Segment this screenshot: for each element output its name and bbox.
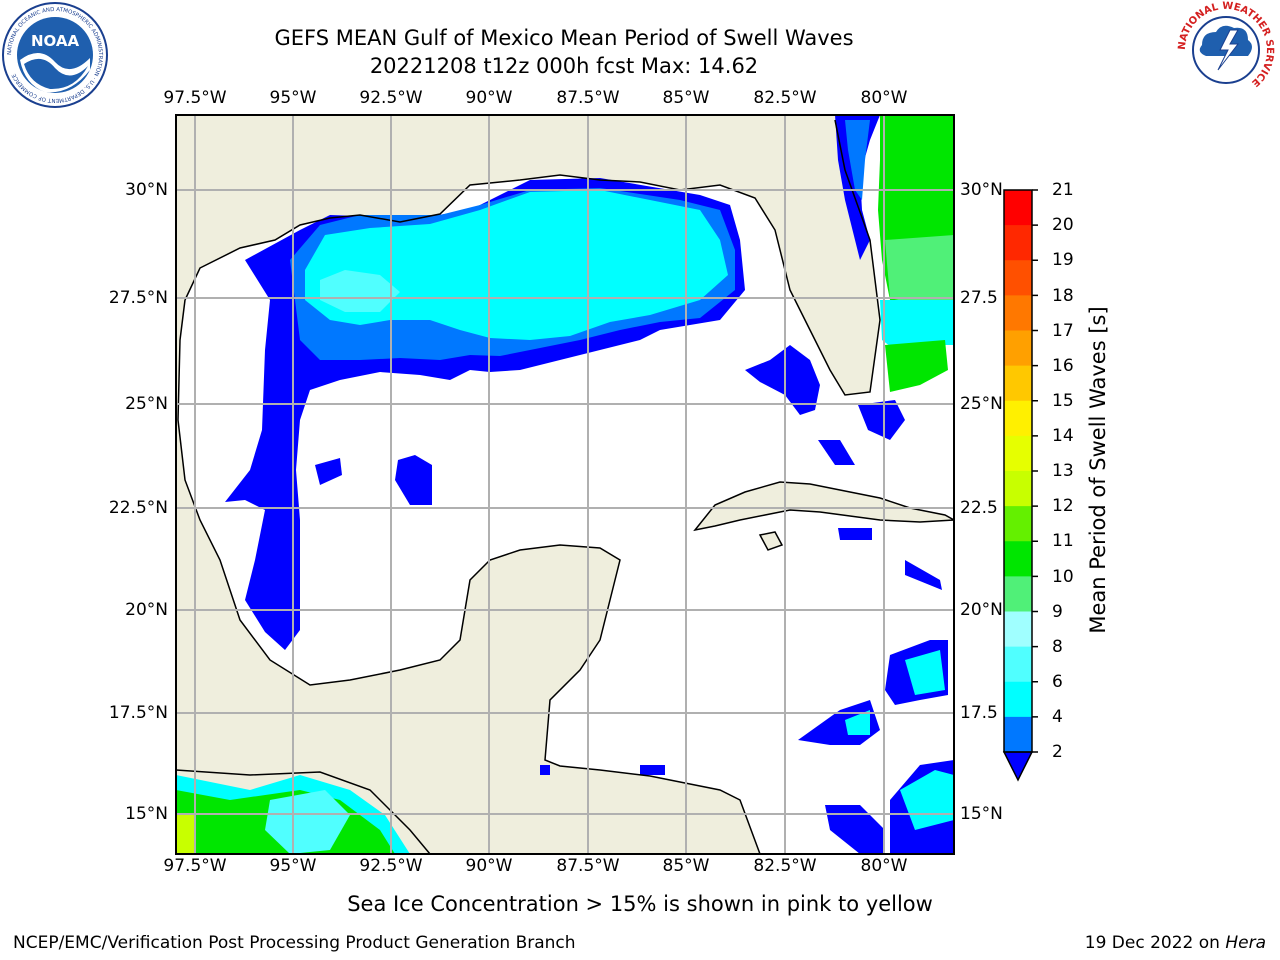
colorbar-tick: 18 xyxy=(1052,286,1074,306)
nws-logo: NATIONAL WEATHER SERVICE xyxy=(1177,1,1275,98)
lat-label-left: 25°N xyxy=(125,394,168,414)
isla-juventud xyxy=(758,531,784,551)
colorbar-tick: 15 xyxy=(1052,391,1074,411)
lon-label-top: 80°W xyxy=(860,88,908,108)
colorbar-tick: 16 xyxy=(1052,356,1074,376)
colorbar-tick: 13 xyxy=(1052,461,1074,481)
lat-label-left: 30°N xyxy=(125,180,168,200)
lon-label-bottom: 97.5°W xyxy=(163,856,227,876)
colorbar-segment xyxy=(1004,681,1032,718)
lat-label-right: 20°N xyxy=(960,600,1003,620)
lat-label-left: 20°N xyxy=(125,600,168,620)
lat-label-right: 22.5 xyxy=(960,498,998,518)
lon-label-bottom: 90°W xyxy=(465,856,513,876)
colorbar-tick: 6 xyxy=(1052,672,1063,692)
lat-label-right: 27.5 xyxy=(960,288,998,308)
colorbar-tick: 9 xyxy=(1052,602,1063,622)
colorbar-segment xyxy=(1004,541,1032,577)
footer-machine: Hera xyxy=(1225,933,1266,953)
lat-label-left: 17.5°N xyxy=(108,703,168,723)
colorbar-segment xyxy=(1004,471,1032,507)
lon-label-top: 85°W xyxy=(662,88,710,108)
lon-label-top: 87.5°W xyxy=(556,88,620,108)
colorbar-tick: 10 xyxy=(1052,567,1074,587)
lon-label-bottom: 87.5°W xyxy=(556,856,620,876)
lat-label-left: 27.5°N xyxy=(108,288,168,308)
colorbar-segment xyxy=(1004,435,1032,472)
colorbar-tick: 12 xyxy=(1052,496,1074,516)
lon-label-top: 90°W xyxy=(465,88,513,108)
colorbar-segment xyxy=(1004,225,1032,261)
lon-label-top: 97.5°W xyxy=(163,88,227,108)
lat-label-right: 25°N xyxy=(960,394,1003,414)
cuba xyxy=(693,481,954,532)
colorbar xyxy=(1002,189,1038,782)
lon-label-bottom: 95°W xyxy=(269,856,317,876)
colorbar-segment xyxy=(1004,716,1032,753)
colorbar-tick: 21 xyxy=(1052,180,1074,200)
colorbar-tick: 2 xyxy=(1052,742,1063,762)
lon-label-bottom: 82.5°W xyxy=(753,856,817,876)
footer-date: 19 Dec 2022 on Hera xyxy=(1085,933,1266,953)
colorbar-segment xyxy=(1004,260,1032,296)
colorbar-tick: 11 xyxy=(1052,531,1074,551)
svg-text:NOAA: NOAA xyxy=(31,32,80,50)
footer-branch: NCEP/EMC/Verification Post Processing Pr… xyxy=(13,933,576,953)
colorbar-tick: 20 xyxy=(1052,215,1074,235)
colorbar-tick: 17 xyxy=(1052,321,1074,341)
colorbar-segment xyxy=(1004,190,1032,226)
colorbar-tick: 14 xyxy=(1052,426,1074,446)
lat-label-right: 17.5 xyxy=(960,703,998,723)
lon-label-top: 95°W xyxy=(269,88,317,108)
lat-label-left: 22.5°N xyxy=(108,498,168,518)
colorbar-tick: 8 xyxy=(1052,637,1063,657)
lon-label-top: 92.5°W xyxy=(359,88,423,108)
colorbar-tick: 19 xyxy=(1052,250,1074,270)
colorbar-segment xyxy=(1004,506,1032,542)
lon-label-bottom: 92.5°W xyxy=(359,856,423,876)
lon-label-bottom: 80°W xyxy=(860,856,908,876)
chart-subtitle: 20221208 t12z 000h fcst Max: 14.62 xyxy=(369,54,759,78)
lon-label-bottom: 85°W xyxy=(662,856,710,876)
graticule xyxy=(176,115,954,854)
colorbar-label: Mean Period of Swell Waves [s] xyxy=(1086,306,1110,634)
noaa-logo: NATIONAL OCEANIC AND ATMOSPHERIC ADMINIS… xyxy=(2,2,108,108)
colorbar-segment xyxy=(1004,295,1032,331)
coastline xyxy=(177,119,881,854)
caribbean-ocean xyxy=(760,520,954,854)
colorbar-segment xyxy=(1004,576,1032,612)
footer-date-text: 19 Dec 2022 on xyxy=(1084,933,1220,953)
colorbar-extend-triangle xyxy=(1002,751,1034,782)
colorbar-segment xyxy=(1004,611,1032,648)
colorbar-tick: 4 xyxy=(1052,707,1063,727)
colorbar-segment xyxy=(1004,330,1032,367)
sea-ice-note: Sea Ice Concentration > 15% is shown in … xyxy=(347,892,933,916)
map-frame xyxy=(175,114,955,855)
lon-label-top: 82.5°W xyxy=(753,88,817,108)
colorbar-segment xyxy=(1004,646,1032,683)
lat-label-right: 30°N xyxy=(960,180,1003,200)
colorbar-segment xyxy=(1004,365,1032,402)
chart-title: GEFS MEAN Gulf of Mexico Mean Period of … xyxy=(274,26,854,50)
colorbar-segment xyxy=(1004,400,1032,437)
lat-label-left: 15°N xyxy=(125,804,168,824)
lat-label-right: 15°N xyxy=(960,804,1003,824)
